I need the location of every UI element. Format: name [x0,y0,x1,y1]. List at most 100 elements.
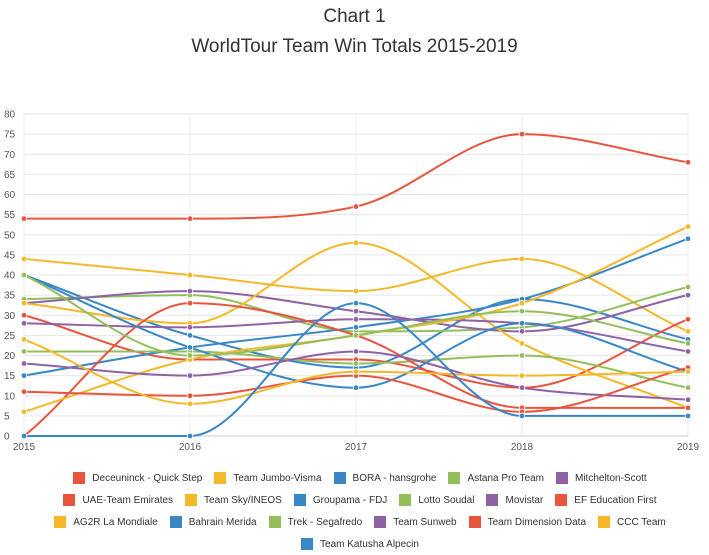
legend-item-team-sky-ineos[interactable]: Team Sky/INEOS [185,494,282,506]
data-point-team-sunweb [186,372,194,379]
y-tick-label: 15 [4,371,16,382]
legend-item-team-katusha-alpecin[interactable]: Team Katusha Alpecin [301,538,419,550]
data-point-groupama-fdj [20,372,28,379]
legend-swatch [556,472,568,484]
data-point-bahrain-merida [186,344,194,351]
legend: Deceuninck - Quick Step Team Jumbo-Visma B… [30,467,690,555]
legend-label: Mitchelton-Scott [575,472,647,484]
legend-item-team-jumbo-visma[interactable]: Team Jumbo-Visma [214,472,322,484]
y-tick-label: 45 [4,250,16,261]
series-points [20,130,692,440]
y-tick-label: 35 [4,291,16,302]
legend-item-lotto-soudal[interactable]: Lotto Soudal [399,494,474,506]
legend-row: Deceuninck - Quick Step Team Jumbo-Visma B… [30,467,690,489]
legend-label: Movistar [505,494,544,506]
data-point-groupama-fdj [352,324,360,331]
data-point-ccc-team [518,372,526,379]
legend-item-ag2r-la-mondiale[interactable]: AG2R La Mondiale [54,516,158,528]
data-point-ccc-team [684,368,692,375]
data-point-trek-segafredo [518,308,526,315]
data-point-lotto-soudal [684,384,692,391]
legend-label: Team Katusha Alpecin [320,538,419,550]
legend-row: AG2R La Mondiale Bahrain Merida Trek - Seg… [30,511,690,533]
legend-swatch [301,538,314,550]
legend-item-astana-pro-team[interactable]: Astana Pro Team [448,472,544,484]
legend-item-movistar[interactable]: Movistar [486,494,543,506]
data-point-deceuninck-quick-step [186,215,194,222]
data-point-deceuninck-quick-step [352,203,360,210]
legend-label: Bahrain Merida [188,516,257,528]
data-point-team-katusha-alpecin [684,412,692,420]
data-point-trek-segafredo [352,332,360,339]
legend-item-team-sunweb[interactable]: Team Sunweb [374,516,457,528]
data-point-bahrain-merida [518,320,526,327]
legend-label: Trek - Segafredo [287,516,363,528]
data-point-mitchelton-scott [186,287,194,295]
data-point-deceuninck-quick-step [518,130,526,138]
legend-item-ccc-team[interactable]: CCC Team [598,516,666,528]
legend-label: CCC Team [617,516,666,528]
data-point-ccc-team [20,336,28,343]
legend-item-uae-team-emirates[interactable]: UAE-Team Emirates [63,494,173,506]
data-point-movistar [20,320,28,327]
data-point-team-sunweb [352,348,360,355]
legend-swatch [185,494,198,506]
data-point-team-sky-ineos [518,340,526,347]
data-point-ef-education-first [684,404,692,412]
data-point-mitchelton-scott [518,328,526,335]
data-point-team-katusha-alpecin [518,412,526,420]
legend-item-ef-education-first[interactable]: EF Education First [555,494,657,506]
legend-row: Team Katusha Alpecin [30,533,690,555]
y-tick-label: 10 [4,391,16,402]
legend-item-deceuninck-quick-step[interactable]: Deceuninck - Quick Step [73,472,202,484]
legend-row: UAE-Team Emirates Team Sky/INEOS Groupama … [30,489,690,511]
legend-swatch [63,494,76,506]
axes: 0 5 10 15 20 25 30 35 40 45 50 55 60 65 70 75 80 2015 2016… [4,110,700,454]
legend-swatch [73,472,86,484]
data-point-bora-hansgrohe [186,332,194,339]
data-point-movistar [186,324,194,331]
data-point-team-jumbo-visma [186,271,194,279]
data-point-team-katusha-alpecin [20,432,28,440]
legend-label: Team Sunweb [393,516,457,528]
legend-label: BORA - hansgrohe [352,472,437,484]
legend-swatch [486,494,499,506]
legend-item-trek-segafredo[interactable]: Trek - Segafredo [268,516,363,528]
legend-swatch [293,494,306,506]
legend-label: Lotto Soudal [418,494,475,506]
data-point-team-sunweb [684,396,692,403]
data-point-trek-segafredo [684,340,692,347]
data-point-team-katusha-alpecin [186,432,194,440]
data-point-trek-segafredo [20,271,28,279]
legend-item-team-dimension-data[interactable]: Team Dimension Data [468,516,586,528]
legend-label: Deceuninck - Quick Step [92,472,203,484]
data-point-team-sunweb [518,384,526,391]
data-point-uae-team-emirates [20,312,28,319]
data-point-bahrain-merida [352,384,360,391]
data-point-team-dimension-data [20,388,28,395]
chart-subtitle: WorldTour Team Win Totals 2015-2019 [191,36,518,57]
legend-item-mitchelton-scott[interactable]: Mitchelton-Scott [556,472,647,484]
data-point-team-jumbo-visma [518,255,526,263]
legend-swatch [169,516,182,528]
legend-swatch [448,472,461,484]
legend-swatch [268,516,281,528]
data-point-movistar [352,316,360,323]
y-tick-label: 25 [4,331,16,342]
x-tick-label: 2016 [179,442,202,453]
legend-label: UAE-Team Emirates [82,494,174,506]
data-point-ag2r-la-mondiale [518,299,526,307]
legend-swatch [468,516,481,528]
data-point-mitchelton-scott [684,291,692,299]
data-point-ccc-team [186,400,194,407]
data-point-team-katusha-alpecin [352,299,360,307]
legend-swatch [399,494,412,506]
y-tick-label: 75 [4,130,16,141]
legend-label: Team Dimension Data [487,516,586,528]
legend-item-bora-hansgrohe[interactable]: BORA - hansgrohe [333,472,437,484]
legend-item-bahrain-merida[interactable]: Bahrain Merida [169,516,257,528]
data-point-groupama-fdj [684,235,692,242]
data-point-astana-pro-team [684,283,692,291]
legend-item-groupama-fdj[interactable]: Groupama - FDJ [293,494,387,506]
data-point-ag2r-la-mondiale [20,408,28,416]
